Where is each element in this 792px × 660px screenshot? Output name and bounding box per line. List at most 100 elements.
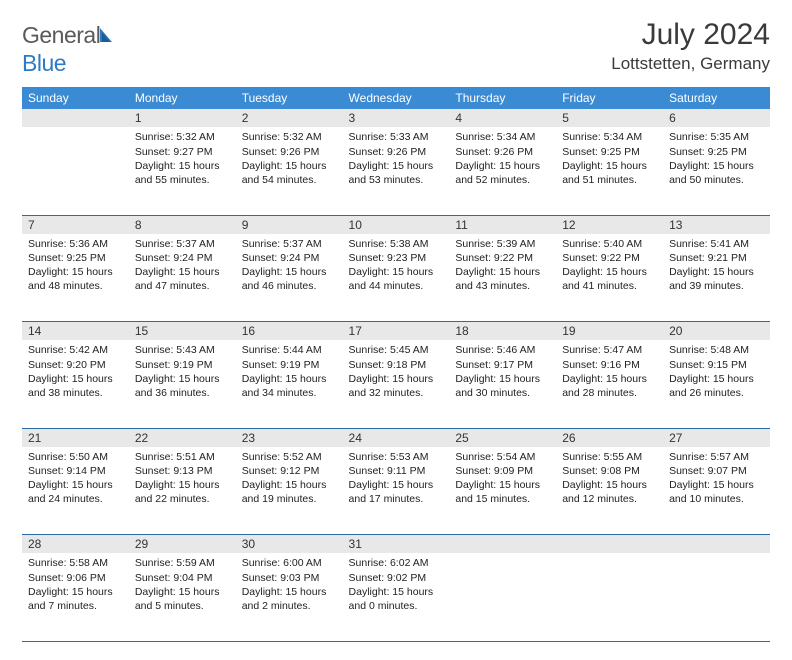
day-content-cell: Sunrise: 5:41 AMSunset: 9:21 PMDaylight:… xyxy=(663,234,770,322)
sunrise-line: Sunrise: 5:34 AM xyxy=(455,130,550,144)
sunrise-line: Sunrise: 5:35 AM xyxy=(669,130,764,144)
sunset-line: Sunset: 9:03 PM xyxy=(242,571,337,585)
sunset-line: Sunset: 9:11 PM xyxy=(349,464,444,478)
day-content-cell: Sunrise: 5:50 AMSunset: 9:14 PMDaylight:… xyxy=(22,447,129,535)
day-content-cell: Sunrise: 5:42 AMSunset: 9:20 PMDaylight:… xyxy=(22,340,129,428)
daylight-line: Daylight: 15 hours and 39 minutes. xyxy=(669,265,764,293)
day-content-cell: Sunrise: 5:58 AMSunset: 9:06 PMDaylight:… xyxy=(22,553,129,641)
day-header: Wednesday xyxy=(343,87,450,109)
sunrise-line: Sunrise: 5:40 AM xyxy=(562,237,657,251)
sunset-line: Sunset: 9:24 PM xyxy=(242,251,337,265)
day-number-cell: 4 xyxy=(449,109,556,127)
sunrise-line: Sunrise: 5:36 AM xyxy=(28,237,123,251)
day-content-cell: Sunrise: 5:34 AMSunset: 9:25 PMDaylight:… xyxy=(556,127,663,215)
daynum-row: 78910111213 xyxy=(22,215,770,234)
sunset-line: Sunset: 9:09 PM xyxy=(455,464,550,478)
sunset-line: Sunset: 9:02 PM xyxy=(349,571,444,585)
title-block: July 2024 Lottstetten, Germany xyxy=(611,18,770,74)
day-number-cell: 7 xyxy=(22,215,129,234)
sunset-line: Sunset: 9:13 PM xyxy=(135,464,230,478)
daylight-line: Daylight: 15 hours and 53 minutes. xyxy=(349,159,444,187)
day-number-cell: 10 xyxy=(343,215,450,234)
daylight-line: Daylight: 15 hours and 17 minutes. xyxy=(349,478,444,506)
day-content-cell: Sunrise: 5:39 AMSunset: 9:22 PMDaylight:… xyxy=(449,234,556,322)
sunset-line: Sunset: 9:04 PM xyxy=(135,571,230,585)
day-content-cell: Sunrise: 5:47 AMSunset: 9:16 PMDaylight:… xyxy=(556,340,663,428)
daylight-line: Daylight: 15 hours and 24 minutes. xyxy=(28,478,123,506)
day-number-cell: 6 xyxy=(663,109,770,127)
sunset-line: Sunset: 9:23 PM xyxy=(349,251,444,265)
sunset-line: Sunset: 9:08 PM xyxy=(562,464,657,478)
brand-part1: General xyxy=(22,22,100,48)
day-header: Tuesday xyxy=(236,87,343,109)
sunset-line: Sunset: 9:24 PM xyxy=(135,251,230,265)
sunset-line: Sunset: 9:16 PM xyxy=(562,358,657,372)
month-title: July 2024 xyxy=(611,18,770,52)
sunrise-line: Sunrise: 5:52 AM xyxy=(242,450,337,464)
sunset-line: Sunset: 9:26 PM xyxy=(349,145,444,159)
day-content-cell xyxy=(556,553,663,641)
day-number-cell: 14 xyxy=(22,322,129,341)
day-number-cell: 25 xyxy=(449,428,556,447)
day-number-cell: 15 xyxy=(129,322,236,341)
sunset-line: Sunset: 9:22 PM xyxy=(455,251,550,265)
daylight-line: Daylight: 15 hours and 32 minutes. xyxy=(349,372,444,400)
sunrise-line: Sunrise: 5:32 AM xyxy=(242,130,337,144)
day-number-cell: 9 xyxy=(236,215,343,234)
day-number-cell: 13 xyxy=(663,215,770,234)
sunrise-line: Sunrise: 5:45 AM xyxy=(349,343,444,357)
calendar-body: 123456Sunrise: 5:32 AMSunset: 9:27 PMDay… xyxy=(22,109,770,641)
day-number-cell: 27 xyxy=(663,428,770,447)
day-content-cell xyxy=(22,127,129,215)
day-number-cell: 22 xyxy=(129,428,236,447)
daylight-line: Daylight: 15 hours and 2 minutes. xyxy=(242,585,337,613)
sunrise-line: Sunrise: 5:37 AM xyxy=(242,237,337,251)
day-number-cell: 17 xyxy=(343,322,450,341)
day-number-cell: 23 xyxy=(236,428,343,447)
daylight-line: Daylight: 15 hours and 51 minutes. xyxy=(562,159,657,187)
sunrise-line: Sunrise: 5:48 AM xyxy=(669,343,764,357)
day-content-cell: Sunrise: 5:38 AMSunset: 9:23 PMDaylight:… xyxy=(343,234,450,322)
sunrise-line: Sunrise: 6:00 AM xyxy=(242,556,337,570)
sunset-line: Sunset: 9:26 PM xyxy=(242,145,337,159)
sunset-line: Sunset: 9:25 PM xyxy=(669,145,764,159)
day-number-cell: 26 xyxy=(556,428,663,447)
day-number-cell: 29 xyxy=(129,535,236,554)
sunrise-line: Sunrise: 5:43 AM xyxy=(135,343,230,357)
day-content-cell: Sunrise: 5:40 AMSunset: 9:22 PMDaylight:… xyxy=(556,234,663,322)
content-row: Sunrise: 5:50 AMSunset: 9:14 PMDaylight:… xyxy=(22,447,770,535)
day-number-cell: 3 xyxy=(343,109,450,127)
daylight-line: Daylight: 15 hours and 7 minutes. xyxy=(28,585,123,613)
sunrise-line: Sunrise: 5:55 AM xyxy=(562,450,657,464)
day-content-cell: Sunrise: 5:46 AMSunset: 9:17 PMDaylight:… xyxy=(449,340,556,428)
day-number-cell xyxy=(663,535,770,554)
day-header: Sunday xyxy=(22,87,129,109)
sunrise-line: Sunrise: 5:58 AM xyxy=(28,556,123,570)
day-number-cell: 8 xyxy=(129,215,236,234)
sunset-line: Sunset: 9:25 PM xyxy=(562,145,657,159)
daylight-line: Daylight: 15 hours and 50 minutes. xyxy=(669,159,764,187)
sunset-line: Sunset: 9:21 PM xyxy=(669,251,764,265)
sunset-line: Sunset: 9:19 PM xyxy=(135,358,230,372)
day-content-cell: Sunrise: 5:48 AMSunset: 9:15 PMDaylight:… xyxy=(663,340,770,428)
daylight-line: Daylight: 15 hours and 46 minutes. xyxy=(242,265,337,293)
day-content-cell: Sunrise: 6:02 AMSunset: 9:02 PMDaylight:… xyxy=(343,553,450,641)
day-content-cell: Sunrise: 5:43 AMSunset: 9:19 PMDaylight:… xyxy=(129,340,236,428)
daylight-line: Daylight: 15 hours and 28 minutes. xyxy=(562,372,657,400)
day-content-cell xyxy=(449,553,556,641)
daylight-line: Daylight: 15 hours and 22 minutes. xyxy=(135,478,230,506)
location-label: Lottstetten, Germany xyxy=(611,54,770,74)
day-number-cell: 19 xyxy=(556,322,663,341)
day-content-cell: Sunrise: 5:51 AMSunset: 9:13 PMDaylight:… xyxy=(129,447,236,535)
sunset-line: Sunset: 9:19 PM xyxy=(242,358,337,372)
brand-logo: GeneralBlue xyxy=(22,22,118,77)
sunset-line: Sunset: 9:15 PM xyxy=(669,358,764,372)
sunset-line: Sunset: 9:27 PM xyxy=(135,145,230,159)
sunrise-line: Sunrise: 5:33 AM xyxy=(349,130,444,144)
day-number-cell: 31 xyxy=(343,535,450,554)
daylight-line: Daylight: 15 hours and 36 minutes. xyxy=(135,372,230,400)
day-content-cell: Sunrise: 5:34 AMSunset: 9:26 PMDaylight:… xyxy=(449,127,556,215)
sunset-line: Sunset: 9:20 PM xyxy=(28,358,123,372)
sunset-line: Sunset: 9:12 PM xyxy=(242,464,337,478)
day-content-cell: Sunrise: 5:57 AMSunset: 9:07 PMDaylight:… xyxy=(663,447,770,535)
